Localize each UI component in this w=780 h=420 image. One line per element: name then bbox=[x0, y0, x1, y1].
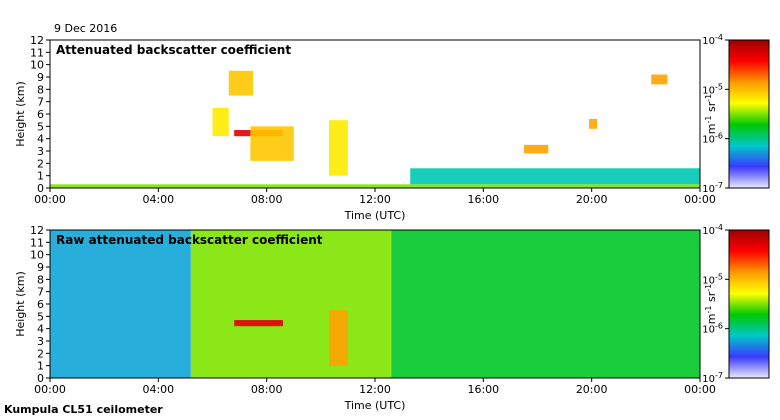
y-tick-label: 10 bbox=[30, 59, 44, 72]
colorbar bbox=[728, 229, 770, 379]
x-axis-label: Time (UTC) bbox=[344, 399, 406, 412]
plot-data-layer bbox=[50, 70, 700, 188]
x-tick-label: 04:00 bbox=[142, 383, 174, 396]
y-tick-label: 0 bbox=[37, 182, 44, 195]
colorbar bbox=[728, 39, 770, 189]
y-tick-label: 5 bbox=[37, 120, 44, 133]
backscatter-region bbox=[234, 320, 283, 327]
y-tick-label: 1 bbox=[37, 170, 44, 183]
plot-background bbox=[50, 40, 700, 188]
x-tick-label: 08:00 bbox=[251, 193, 283, 206]
backscatter-region bbox=[228, 70, 254, 96]
y-tick-label: 1 bbox=[37, 360, 44, 373]
backscatter-region bbox=[410, 168, 700, 185]
y-tick-label: 5 bbox=[37, 310, 44, 323]
colorbar-tick-label: 10-4 bbox=[702, 33, 723, 47]
backscatter-region bbox=[391, 230, 700, 378]
x-tick-label: 00:00 bbox=[684, 383, 716, 396]
x-tick-label: 20:00 bbox=[576, 193, 608, 206]
x-tick-label: 00:00 bbox=[684, 193, 716, 206]
y-tick-label: 3 bbox=[37, 335, 44, 348]
x-tick-label: 12:00 bbox=[359, 193, 391, 206]
backscatter-region bbox=[212, 107, 229, 137]
x-tick-label: 16:00 bbox=[467, 383, 499, 396]
y-tick-label: 7 bbox=[37, 286, 44, 299]
x-tick-label: 12:00 bbox=[359, 383, 391, 396]
colorbar-tick-label: 10-4 bbox=[702, 223, 723, 237]
panel-title: Attenuated backscatter coefficient bbox=[56, 43, 291, 57]
y-tick-label: 11 bbox=[30, 46, 44, 59]
x-tick-label: 20:00 bbox=[576, 383, 608, 396]
y-axis-label: Height (km) bbox=[14, 81, 27, 147]
x-tick-label: 00:00 bbox=[34, 383, 66, 396]
colorbar-tick-label: 10-7 bbox=[702, 181, 723, 195]
y-tick-label: 11 bbox=[30, 236, 44, 249]
x-tick-label: 16:00 bbox=[467, 193, 499, 206]
y-tick-label: 12 bbox=[30, 34, 44, 47]
x-tick-label: 08:00 bbox=[251, 383, 283, 396]
backscatter-region bbox=[50, 230, 191, 378]
backscatter-region bbox=[588, 118, 598, 129]
y-axis-label: Height (km) bbox=[14, 271, 27, 337]
backscatter-region bbox=[250, 126, 294, 161]
backscatter-region bbox=[190, 230, 392, 378]
y-tick-label: 6 bbox=[37, 298, 44, 311]
y-tick-label: 9 bbox=[37, 261, 44, 274]
y-tick-label: 10 bbox=[30, 249, 44, 262]
colorbar-label: m-1 sr-1 bbox=[704, 284, 718, 324]
y-tick-label: 8 bbox=[37, 83, 44, 96]
colorbar-tick-label: 10-7 bbox=[702, 371, 723, 385]
backscatter-region bbox=[651, 74, 668, 85]
y-tick-label: 8 bbox=[37, 273, 44, 286]
y-tick-label: 3 bbox=[37, 145, 44, 158]
backscatter-region bbox=[328, 310, 348, 366]
y-tick-label: 0 bbox=[37, 372, 44, 385]
x-tick-label: 00:00 bbox=[34, 193, 66, 206]
y-tick-label: 2 bbox=[37, 157, 44, 170]
y-tick-label: 4 bbox=[37, 133, 44, 146]
y-tick-label: 9 bbox=[37, 71, 44, 84]
backscatter-region bbox=[328, 120, 348, 176]
date-label: 9 Dec 2016 bbox=[54, 22, 118, 35]
instrument-label: Kumpula CL51 ceilometer bbox=[4, 403, 163, 416]
y-tick-label: 2 bbox=[37, 347, 44, 360]
colorbar-label: m-1 sr-1 bbox=[704, 94, 718, 134]
backscatter-region bbox=[523, 144, 549, 154]
y-tick-label: 6 bbox=[37, 108, 44, 121]
panel-title: Raw attenuated backscatter coefficient bbox=[56, 233, 323, 247]
y-tick-label: 4 bbox=[37, 323, 44, 336]
x-tick-label: 04:00 bbox=[142, 193, 174, 206]
y-tick-label: 12 bbox=[30, 224, 44, 237]
y-tick-label: 7 bbox=[37, 96, 44, 109]
plot-data-layer bbox=[50, 230, 700, 378]
backscatter-region bbox=[50, 184, 700, 188]
x-axis-label: Time (UTC) bbox=[344, 209, 406, 222]
